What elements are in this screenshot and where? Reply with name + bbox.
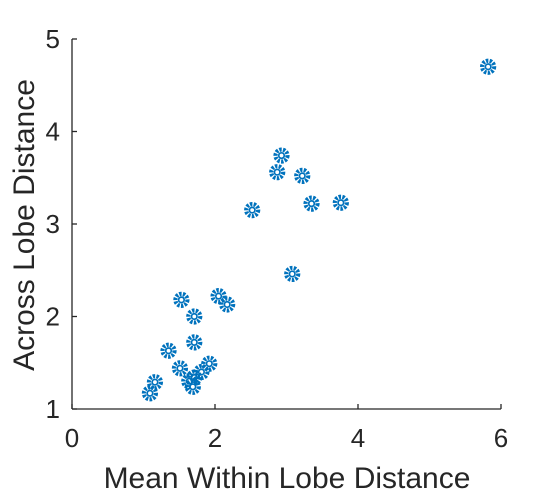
x-axis-label: Mean Within Lobe Distance xyxy=(104,462,471,495)
point-center xyxy=(153,380,157,385)
data-point xyxy=(171,360,189,377)
x-tick-label: 6 xyxy=(494,423,508,453)
point-center xyxy=(300,174,305,178)
point-ring xyxy=(186,334,203,351)
y-tick-label: 4 xyxy=(46,117,60,147)
point-center xyxy=(338,200,343,205)
point-center xyxy=(207,361,212,366)
data-point xyxy=(146,374,164,391)
data-point xyxy=(480,58,497,75)
data-point xyxy=(244,202,261,219)
y-tick-label: 1 xyxy=(46,394,60,424)
point-center xyxy=(199,370,204,374)
y-tick-label: 5 xyxy=(46,24,60,54)
x-tick-label: 4 xyxy=(351,423,365,453)
x-tick-label: 2 xyxy=(208,423,222,453)
x-tick-label: 0 xyxy=(65,423,79,453)
point-center xyxy=(225,302,230,307)
point-ring xyxy=(303,195,320,212)
point-ring xyxy=(273,147,290,164)
point-ring xyxy=(219,296,236,313)
point-center xyxy=(190,384,195,389)
point-center xyxy=(279,153,284,158)
data-point xyxy=(186,308,203,325)
point-center xyxy=(179,297,184,302)
point-ring xyxy=(184,378,201,395)
point-center xyxy=(290,272,295,276)
data-point xyxy=(173,291,190,308)
axes: 0 2 4 6 1 2 3 4 5 xyxy=(46,24,509,453)
point-center xyxy=(192,340,197,345)
data-point xyxy=(273,147,290,164)
point-ring xyxy=(146,374,164,391)
data-point xyxy=(332,194,349,211)
data-point xyxy=(160,342,177,359)
data-point xyxy=(219,296,236,313)
point-center xyxy=(250,208,255,213)
point-center xyxy=(148,391,152,396)
data-point xyxy=(201,355,218,372)
y-tick-label: 3 xyxy=(46,209,60,239)
point-center xyxy=(192,314,197,319)
point-ring xyxy=(284,265,301,283)
point-center xyxy=(178,366,182,371)
point-center xyxy=(166,348,171,353)
point-center xyxy=(275,170,280,175)
point-ring xyxy=(210,288,227,305)
point-ring xyxy=(480,58,497,75)
point-ring xyxy=(244,202,261,219)
point-ring xyxy=(332,194,349,211)
point-ring xyxy=(269,164,286,181)
point-ring xyxy=(186,308,203,325)
data-point xyxy=(210,288,227,305)
point-center xyxy=(309,201,314,206)
data-point xyxy=(141,385,159,402)
point-ring xyxy=(171,360,189,377)
data-point xyxy=(186,334,203,351)
y-axis-label: Across Lobe Distance xyxy=(8,79,41,371)
data-point xyxy=(184,378,201,395)
data-point xyxy=(294,167,311,184)
point-center xyxy=(216,294,221,299)
data-points xyxy=(141,58,497,402)
y-tick-label: 2 xyxy=(46,302,60,332)
point-center xyxy=(486,64,491,69)
point-ring xyxy=(294,167,311,184)
point-ring xyxy=(173,291,190,308)
point-ring xyxy=(141,385,159,402)
point-ring xyxy=(201,355,218,372)
data-point xyxy=(269,164,286,181)
data-point xyxy=(303,195,320,212)
data-point xyxy=(284,265,301,283)
point-ring xyxy=(160,342,177,359)
